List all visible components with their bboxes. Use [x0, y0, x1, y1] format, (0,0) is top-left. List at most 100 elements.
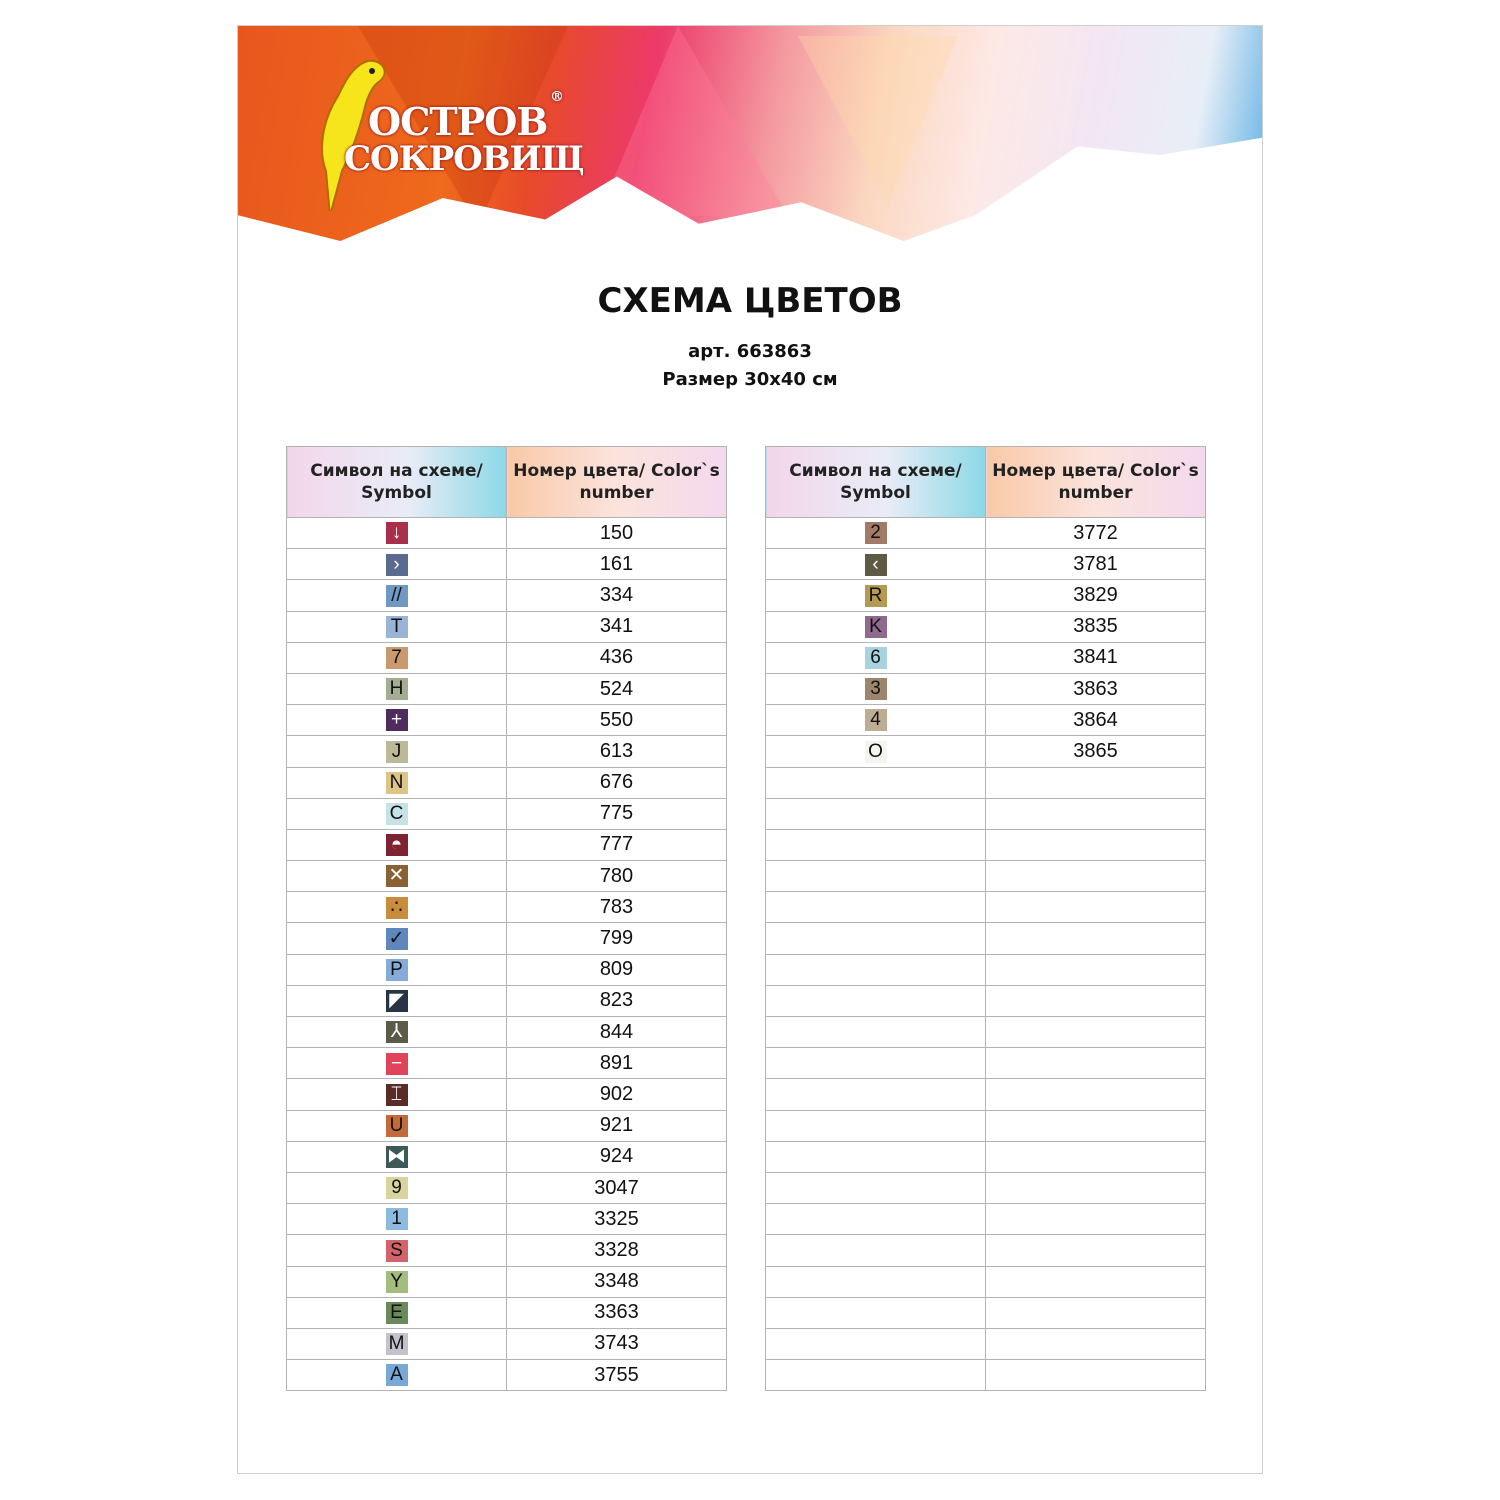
table-row: › 161 [286, 548, 727, 581]
symbol-swatch: ✓ [385, 927, 408, 950]
table-row: E 3363 [286, 1296, 727, 1329]
color-number-cell: 902 [506, 1078, 727, 1111]
empty-row [765, 1359, 1206, 1392]
symbol-cell: 9 [286, 1171, 507, 1205]
empty-cell [985, 1296, 1206, 1329]
table-row: K 3835 [765, 610, 1206, 643]
color-number-cell: 3755 [506, 1359, 727, 1392]
symbol-swatch: P [385, 958, 408, 981]
symbol-swatch: ⧓ [385, 1146, 408, 1169]
empty-cell [765, 922, 986, 955]
symbol-cell: ◤ [286, 984, 507, 1018]
symbol-cell: N [286, 766, 507, 799]
empty-cell [765, 766, 986, 799]
symbol-cell: // [286, 579, 507, 612]
empty-row [765, 766, 1206, 799]
symbol-swatch: 1 [385, 1208, 408, 1231]
empty-cell [765, 1171, 986, 1205]
symbol-cell: ‹ [765, 548, 986, 581]
table-row: ‹ 3781 [765, 548, 1206, 581]
header-color-number: Номер цвета/ Color`s number [985, 446, 1206, 518]
empty-row [765, 953, 1206, 986]
header-symbol: Символ на схеме/ Symbol [765, 446, 986, 518]
brand-logo: ОСТРОВ СОКРОВИЩ ® [308, 51, 585, 231]
color-number-cell: 3363 [506, 1296, 727, 1329]
table-row: ◓ 777 [286, 828, 727, 862]
color-table-left: Символ на схеме/ Symbol Номер цвета/ Col… [286, 446, 727, 1392]
brand-name-line2: СОКРОВИЩ [344, 139, 585, 179]
symbol-cell: 2 [765, 516, 986, 550]
symbol-cell: S [286, 1234, 507, 1267]
symbol-swatch: R [864, 584, 887, 607]
table-row: 3 3863 [765, 672, 1206, 706]
color-number-cell: 3865 [985, 735, 1206, 768]
color-number-cell: 924 [506, 1140, 727, 1173]
table-row: ∴ 783 [286, 891, 727, 924]
symbol-swatch: 3 [864, 678, 887, 701]
empty-cell [985, 797, 1206, 830]
empty-cell [985, 984, 1206, 1018]
empty-cell [985, 1327, 1206, 1361]
empty-cell [985, 922, 1206, 955]
table-row: 6 3841 [765, 641, 1206, 674]
symbol-cell: K [765, 610, 986, 643]
symbol-swatch: ✕ [385, 865, 408, 888]
table-row: P 809 [286, 953, 727, 986]
empty-cell [765, 797, 986, 830]
empty-cell [765, 891, 986, 924]
table-row: ↓ 150 [286, 516, 727, 550]
color-number-cell: 3835 [985, 610, 1206, 643]
color-number-cell: 676 [506, 766, 727, 799]
table-row: +550 [286, 704, 727, 737]
page-title: СХЕМА ЦВЕТОВ [597, 281, 903, 321]
empty-cell [765, 1203, 986, 1236]
symbol-swatch: H [385, 678, 408, 701]
color-number-cell: 436 [506, 641, 727, 674]
table-row: ⅄ 844 [286, 1015, 727, 1049]
color-number-cell: 3864 [985, 704, 1206, 737]
empty-cell [985, 1203, 1206, 1236]
symbol-swatch: 2 [864, 522, 887, 545]
article-number: арт. 663863 [688, 341, 812, 362]
empty-cell [985, 891, 1206, 924]
symbol-swatch: K [864, 615, 887, 638]
symbol-swatch: 6 [864, 647, 887, 670]
color-number-cell: 3841 [985, 641, 1206, 674]
symbol-cell: + [286, 704, 507, 737]
color-number-cell: 150 [506, 516, 727, 550]
color-number-cell: 334 [506, 579, 727, 612]
table-row: 9 3047 [286, 1171, 727, 1205]
empty-row [765, 891, 1206, 924]
color-number-cell: 3325 [506, 1203, 727, 1236]
color-number-cell: 921 [506, 1109, 727, 1142]
symbol-cell: ∴ [286, 891, 507, 924]
symbol-swatch: ∴ [385, 896, 408, 919]
header-color-number: Номер цвета/ Color`s number [506, 446, 727, 518]
empty-cell [985, 953, 1206, 986]
symbol-cell: ⅄ [286, 1015, 507, 1049]
table-row: ✕ 780 [286, 860, 727, 893]
empty-row [765, 1296, 1206, 1329]
symbol-cell: ◓ [286, 828, 507, 862]
color-number-cell: 3743 [506, 1327, 727, 1361]
symbol-cell: ⌶ [286, 1078, 507, 1111]
color-number-cell: 777 [506, 828, 727, 862]
symbol-swatch: T [385, 615, 408, 638]
empty-cell [765, 953, 986, 986]
color-number-cell: 3781 [985, 548, 1206, 581]
table-row: C 775 [286, 797, 727, 830]
brand-name-line1: ОСТРОВ [368, 99, 548, 144]
empty-cell [765, 1327, 986, 1361]
empty-row [765, 984, 1206, 1018]
empty-row [765, 860, 1206, 893]
empty-row [765, 1109, 1206, 1142]
empty-cell [765, 1078, 986, 1111]
color-number-cell: 799 [506, 922, 727, 955]
symbol-swatch: 4 [864, 709, 887, 732]
color-number-cell: 844 [506, 1015, 727, 1049]
symbol-swatch: U [385, 1114, 408, 1137]
symbol-cell: ✓ [286, 922, 507, 955]
empty-row [765, 1140, 1206, 1173]
table-row: S 3328 [286, 1234, 727, 1267]
symbol-cell: R [765, 579, 986, 612]
